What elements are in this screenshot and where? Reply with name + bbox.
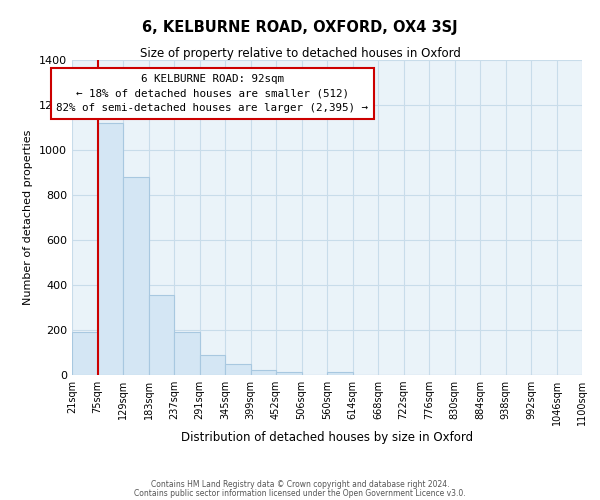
Text: Size of property relative to detached houses in Oxford: Size of property relative to detached ho… <box>140 48 460 60</box>
Bar <box>72 332 97 375</box>
Text: Contains HM Land Registry data © Crown copyright and database right 2024.: Contains HM Land Registry data © Crown c… <box>151 480 449 489</box>
Y-axis label: Number of detached properties: Number of detached properties <box>23 130 34 305</box>
Text: 6 KELBURNE ROAD: 92sqm
← 18% of detached houses are smaller (512)
82% of semi-de: 6 KELBURNE ROAD: 92sqm ← 18% of detached… <box>56 74 368 113</box>
Bar <box>174 332 199 375</box>
Bar <box>123 177 149 375</box>
Text: 6, KELBURNE ROAD, OXFORD, OX4 3SJ: 6, KELBURNE ROAD, OXFORD, OX4 3SJ <box>142 20 458 35</box>
Bar <box>276 372 302 375</box>
Bar <box>327 372 353 375</box>
Bar <box>251 370 276 375</box>
Bar <box>97 123 123 375</box>
Bar <box>225 364 251 375</box>
Bar <box>199 355 225 375</box>
Bar <box>149 295 174 375</box>
X-axis label: Distribution of detached houses by size in Oxford: Distribution of detached houses by size … <box>181 430 473 444</box>
Text: Contains public sector information licensed under the Open Government Licence v3: Contains public sector information licen… <box>134 488 466 498</box>
